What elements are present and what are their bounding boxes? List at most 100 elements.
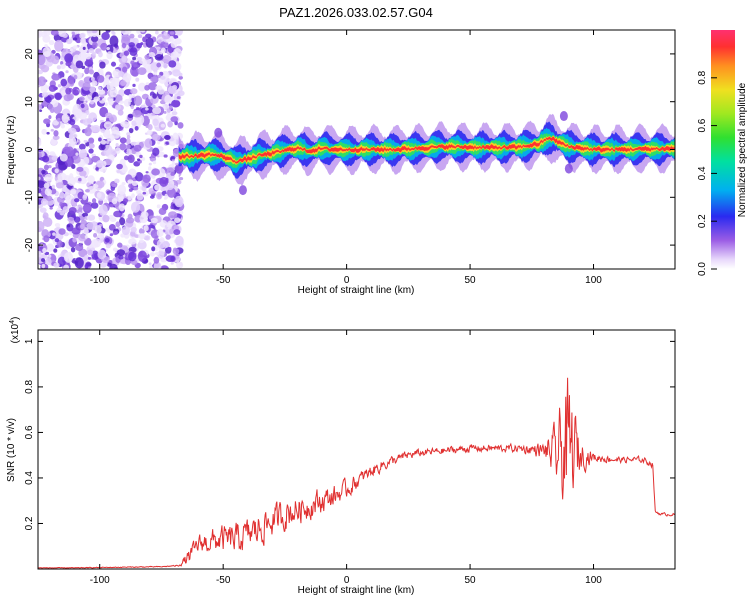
spectrogram-x-tick-label: -50 <box>216 275 231 286</box>
noise-blob <box>38 30 43 38</box>
noise-blob <box>163 135 171 140</box>
noise-blob <box>153 261 162 269</box>
noise-blob <box>173 108 177 112</box>
noise-blob <box>131 69 139 77</box>
noise-blob <box>163 110 167 114</box>
noise-blob <box>123 50 130 56</box>
noise-blob <box>133 186 139 191</box>
noise-blob <box>109 217 117 223</box>
noise-blob <box>105 44 114 55</box>
noise-blob <box>48 115 52 120</box>
noise-blob <box>99 61 106 69</box>
noise-blob <box>106 51 113 60</box>
noise-blob <box>174 162 179 166</box>
noise-blob <box>104 102 108 107</box>
noise-blob <box>145 171 149 174</box>
noise-blob <box>79 33 86 39</box>
noise-blob <box>118 255 124 260</box>
noise-blob <box>130 226 137 233</box>
noise-blob <box>89 100 95 105</box>
noise-blob <box>138 82 147 92</box>
noise-blob <box>84 127 92 137</box>
noise-blob <box>42 212 49 220</box>
noise-blob <box>63 252 74 263</box>
colorbar-tick-label: 0.8 <box>697 70 708 84</box>
noise-blob <box>119 137 127 144</box>
noise-blob <box>144 138 153 149</box>
noise-blob <box>88 148 94 154</box>
noise-blob <box>159 237 165 243</box>
noise-blob <box>86 214 96 221</box>
noise-blob <box>121 42 127 49</box>
noise-blob <box>147 124 153 131</box>
noise-blob <box>76 148 80 151</box>
noise-blob <box>84 235 88 239</box>
noise-blob <box>43 182 50 189</box>
noise-blob <box>177 122 184 129</box>
noise-blob <box>122 198 128 204</box>
noise-blob <box>74 198 80 203</box>
noise-blob <box>109 77 116 83</box>
noise-blob <box>90 239 99 248</box>
noise-blob <box>78 143 86 150</box>
noise-blob <box>105 112 113 119</box>
noise-blob <box>38 138 42 146</box>
noise-blob <box>162 240 170 249</box>
noise-blob <box>97 86 102 90</box>
spectrogram-x-tick-label: 0 <box>344 275 350 286</box>
colorbar-ticks: 0.0 0.2 0.4 0.6 0.8 <box>697 70 717 276</box>
spectrogram-y-tick-label: -20 <box>24 237 35 252</box>
noise-blob <box>121 226 130 236</box>
noise-blob <box>41 258 45 263</box>
noise-blob <box>143 225 149 232</box>
noise-blob <box>178 176 184 181</box>
noise-blob <box>132 110 142 118</box>
noise-blob <box>148 115 152 120</box>
noise-blob <box>91 124 101 133</box>
snr-y-tick-label: 0.4 <box>24 471 35 485</box>
noise-blob <box>38 176 41 181</box>
noise-blob <box>109 203 114 208</box>
noise-blob <box>79 170 87 177</box>
noise-blob <box>65 61 72 67</box>
noise-blob <box>54 39 64 52</box>
noise-blob <box>142 191 147 195</box>
noise-blob <box>45 95 52 103</box>
noise-blob <box>130 104 135 110</box>
noise-blob <box>38 227 42 233</box>
noise-blob <box>96 159 104 168</box>
noise-blob <box>75 152 79 156</box>
noise-blob <box>148 166 152 171</box>
noise-blob <box>130 88 138 95</box>
noise-blob <box>156 228 164 237</box>
noise-blob <box>59 210 65 216</box>
noise-blob <box>137 34 143 39</box>
noise-blob <box>69 231 73 236</box>
noise-blob <box>178 75 183 80</box>
noise-blob <box>54 92 62 101</box>
noise-blob <box>137 67 147 75</box>
noise-blob <box>70 217 75 221</box>
snr-scale-prefix: (x10 <box>10 323 21 343</box>
noise-blob <box>153 71 158 76</box>
noise-blob <box>149 195 155 199</box>
spectrogram-x-tick-label: 100 <box>585 275 602 286</box>
noise-blob <box>58 228 66 235</box>
noise-blob <box>69 118 76 126</box>
noise-blob <box>140 30 146 33</box>
noise-blob <box>127 154 135 163</box>
noise-blob <box>131 120 137 127</box>
noise-blob <box>104 227 109 232</box>
spectrogram-y-tick-label: -10 <box>24 190 35 205</box>
noise-blob <box>41 169 46 175</box>
noise-blob <box>121 182 126 186</box>
noise-blob <box>138 233 147 240</box>
noise-blob <box>119 100 125 104</box>
noise-blob <box>120 30 130 35</box>
noise-blob <box>53 262 60 268</box>
noise-blob <box>96 192 102 199</box>
noise-blob <box>41 31 48 38</box>
noise-blob <box>163 31 168 36</box>
noise-blob <box>146 129 153 136</box>
